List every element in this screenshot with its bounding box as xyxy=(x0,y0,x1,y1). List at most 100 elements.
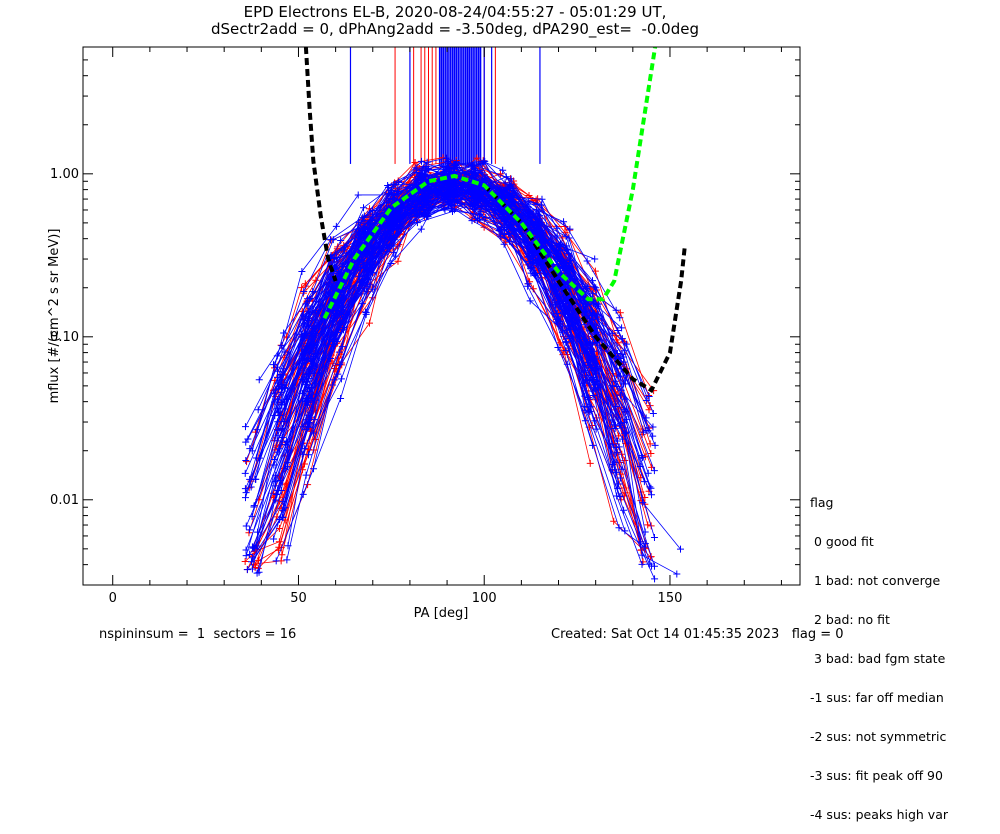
data-marker xyxy=(560,218,568,226)
data-marker xyxy=(645,406,653,414)
fit-layer xyxy=(303,47,687,394)
data-marker xyxy=(253,569,261,577)
spectrum-line-blue xyxy=(284,160,588,389)
data-marker xyxy=(442,154,450,162)
data-marker xyxy=(420,204,428,212)
data-marker xyxy=(369,261,377,269)
data-marker xyxy=(271,386,279,394)
data-marker xyxy=(581,392,589,400)
data-marker xyxy=(647,484,655,492)
data-marker xyxy=(362,263,370,271)
data-marker xyxy=(280,329,288,337)
data-marker xyxy=(330,340,338,348)
spectrum-line-blue xyxy=(310,172,677,575)
data-marker xyxy=(366,319,373,327)
spectrum-line-blue xyxy=(245,171,624,461)
data-marker xyxy=(618,324,626,332)
data-marker xyxy=(274,418,282,426)
data-marker xyxy=(369,255,377,263)
data-marker xyxy=(251,561,259,569)
data-marker xyxy=(608,329,616,337)
spectrum-line-blue xyxy=(273,171,647,431)
data-marker xyxy=(255,376,263,384)
data-marker xyxy=(615,524,623,532)
data-marker xyxy=(505,237,513,245)
data-marker xyxy=(394,257,402,265)
chart-title-line-1: EPD Electrons EL-B, 2020-08-24/04:55:27 … xyxy=(243,3,667,21)
data-marker xyxy=(648,491,656,499)
data-marker xyxy=(640,478,648,486)
data-marker xyxy=(617,420,625,428)
data-marker xyxy=(650,533,658,541)
data-marker xyxy=(274,408,282,416)
legend-entry: 3 bad: bad fgm state xyxy=(810,651,946,666)
data-marker xyxy=(337,268,345,276)
data-marker xyxy=(419,210,427,218)
data-marker xyxy=(526,246,534,254)
plot-frame xyxy=(82,46,801,586)
x-tick-label: 0 xyxy=(109,591,117,606)
data-marker xyxy=(272,557,280,565)
data-marker xyxy=(524,213,532,221)
data-marker xyxy=(620,380,628,388)
data-marker xyxy=(411,158,419,166)
data-marker xyxy=(241,469,249,477)
data-marker xyxy=(305,419,313,427)
data-marker xyxy=(276,515,284,523)
x-tick-label: 50 xyxy=(290,591,307,606)
data-marker xyxy=(248,512,256,520)
data-marker xyxy=(608,416,616,424)
data-marker xyxy=(270,535,278,543)
data-marker xyxy=(254,406,262,414)
spectrum-line-blue xyxy=(308,192,613,445)
data-marker xyxy=(641,528,649,536)
data-marker xyxy=(280,417,288,425)
data-marker xyxy=(336,360,344,368)
spectrum-line-blue xyxy=(305,163,621,334)
data-marker xyxy=(583,285,591,293)
data-marker xyxy=(305,322,313,330)
data-marker xyxy=(302,471,310,479)
data-marker xyxy=(241,494,249,502)
data-marker xyxy=(246,526,254,534)
data-marker xyxy=(337,375,345,383)
data-marker xyxy=(337,395,345,403)
data-marker xyxy=(616,309,624,317)
data-marker xyxy=(618,465,626,473)
data-marker xyxy=(366,281,374,289)
data-marker xyxy=(524,280,532,288)
data-marker xyxy=(504,194,512,202)
y-tick-label: 1.00 xyxy=(50,167,79,182)
data-marker xyxy=(649,423,657,431)
data-marker xyxy=(389,190,397,198)
data-marker xyxy=(617,372,625,380)
data-marker xyxy=(649,410,657,418)
data-marker xyxy=(309,421,317,429)
data-marker xyxy=(304,316,312,324)
y-axis-label: mflux [#/(cm^2 s sr MeV)] xyxy=(47,229,62,404)
data-marker xyxy=(611,458,619,466)
data-marker xyxy=(554,343,562,351)
data-marker xyxy=(422,163,430,171)
data-marker xyxy=(329,236,337,244)
data-marker xyxy=(311,436,319,444)
legend-title: flag xyxy=(810,495,834,510)
data-marker xyxy=(639,454,647,462)
data-marker xyxy=(524,253,532,261)
data-marker xyxy=(412,164,420,172)
data-marker xyxy=(535,207,543,215)
data-marker xyxy=(312,297,320,305)
legend-entry: 1 bad: not converge xyxy=(810,573,941,588)
data-marker xyxy=(538,195,546,203)
data-marker xyxy=(243,566,251,574)
data-marker xyxy=(396,222,404,230)
data-marker xyxy=(270,461,278,469)
data-marker xyxy=(583,257,591,265)
data-marker xyxy=(641,540,649,548)
data-marker xyxy=(584,300,592,308)
data-marker xyxy=(453,193,461,201)
data-marker xyxy=(361,220,369,228)
data-marker xyxy=(397,214,405,222)
data-marker xyxy=(413,182,421,190)
data-marker xyxy=(413,219,421,227)
